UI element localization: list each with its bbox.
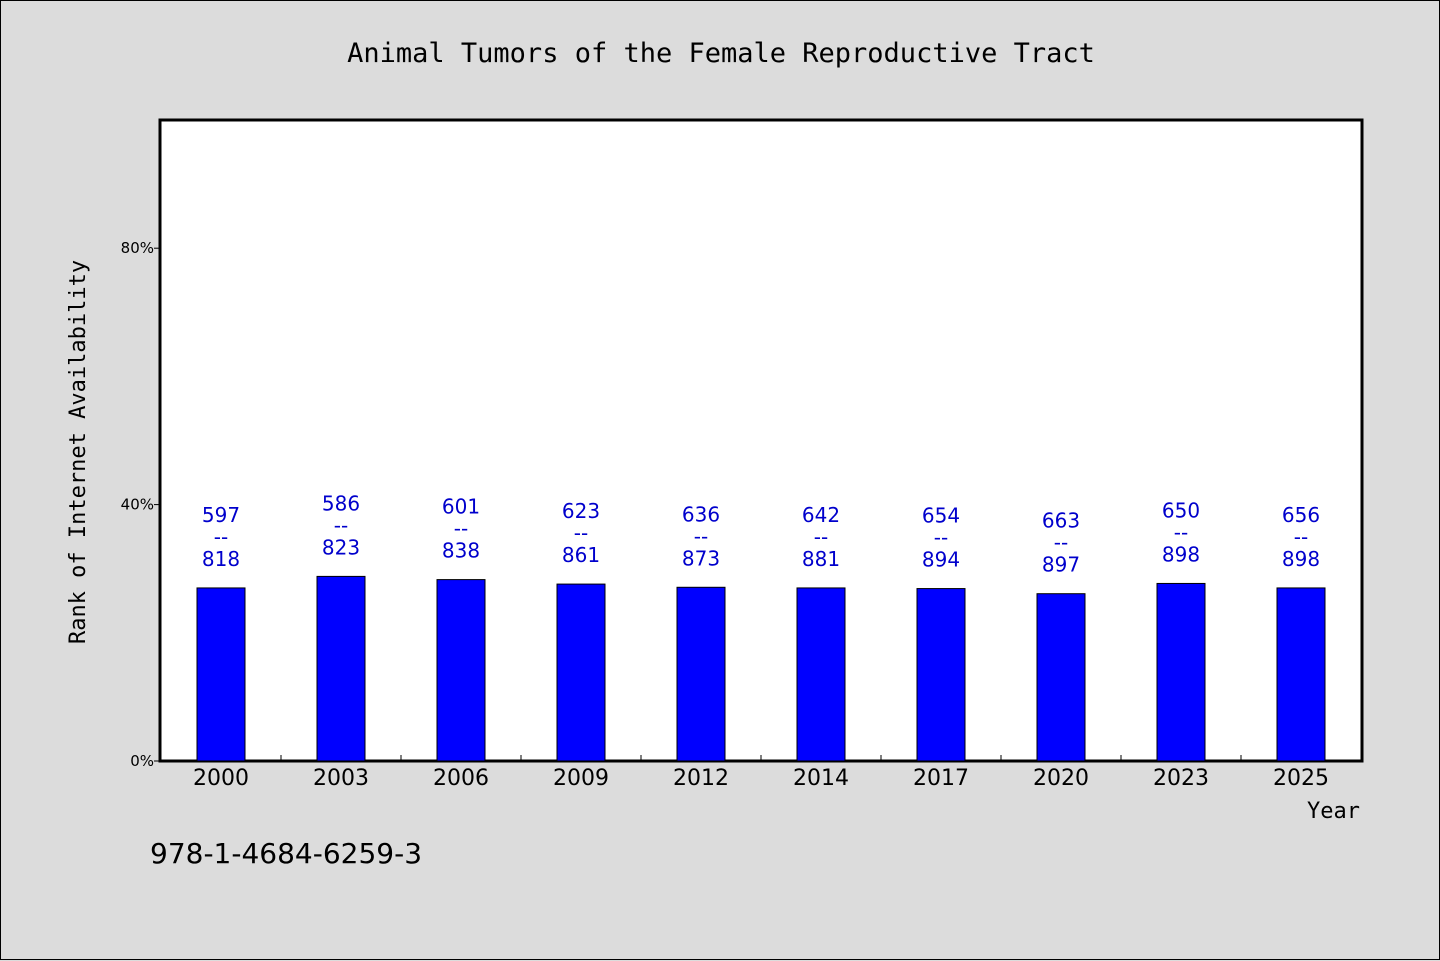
footnote: 978-1-4684-6259-3 — [150, 837, 422, 870]
data-label-2023-top: 650 — [1162, 498, 1200, 522]
bar-2014 — [796, 587, 846, 762]
data-label-2017-bottom: 894 — [922, 548, 960, 572]
data-label-2025-bottom: 898 — [1282, 547, 1320, 571]
bar-2020 — [1036, 593, 1086, 762]
x-tick-label-2017: 2017 — [913, 766, 969, 791]
bar-2000 — [196, 587, 246, 762]
x-tick-label-2000: 2000 — [193, 766, 249, 791]
data-label-2020-top: 663 — [1042, 509, 1080, 533]
data-label-2020-mid: -- — [1054, 531, 1068, 555]
bar-2009 — [556, 583, 606, 762]
x-tick-label-2020: 2020 — [1033, 766, 1089, 791]
bar-2017 — [916, 588, 966, 762]
data-labels: 818--597823--586838--601861--623873--636… — [202, 491, 1320, 576]
data-label-2000-top: 597 — [202, 503, 240, 527]
x-tick-label-2023: 2023 — [1153, 766, 1209, 791]
x-tick-label-2012: 2012 — [673, 766, 729, 791]
data-label-2012-top: 636 — [682, 502, 720, 526]
data-label-2009-bottom: 861 — [562, 543, 600, 567]
x-axis-ticks: 2000 2003 2006 2009 2012 2014 2017 2020 2023 2025 — [193, 755, 1329, 791]
data-label-2009-mid: -- — [574, 521, 588, 545]
data-label-2006-bottom: 838 — [442, 539, 480, 563]
x-tick-label-2025: 2025 — [1273, 766, 1329, 791]
data-label-2017-top: 654 — [922, 504, 960, 528]
x-tick-label-2003: 2003 — [313, 766, 369, 791]
bars-group — [196, 575, 1326, 762]
bar-2003 — [316, 575, 366, 762]
data-label-2025-mid: -- — [1294, 525, 1308, 549]
data-label-2012-bottom: 873 — [682, 546, 720, 570]
data-label-2000-mid: -- — [214, 525, 228, 549]
x-tick-label-2009: 2009 — [553, 766, 609, 791]
data-label-2014-bottom: 881 — [802, 547, 840, 571]
x-tick-label-2014: 2014 — [793, 766, 849, 791]
bar-2012 — [676, 586, 726, 762]
data-label-2014-mid: -- — [814, 525, 828, 549]
bar-2023 — [1156, 582, 1206, 762]
y-tick-label-80: 80% — [121, 239, 154, 257]
x-tick-label-2006: 2006 — [433, 766, 489, 791]
chart-title: Animal Tumors of the Female Reproductive… — [347, 38, 1095, 69]
data-label-2003-bottom: 823 — [322, 535, 360, 559]
data-label-2003-top: 586 — [322, 491, 360, 515]
data-label-2006-top: 601 — [442, 495, 480, 519]
data-label-2017-mid: -- — [934, 526, 948, 550]
y-axis-label: Rank of Internet Availability — [66, 260, 91, 644]
data-label-2003-mid: -- — [334, 513, 348, 537]
bar-2025 — [1276, 587, 1326, 762]
data-label-2023-bottom: 898 — [1162, 542, 1200, 566]
data-label-2025-top: 656 — [1282, 503, 1320, 527]
y-tick-label-40: 40% — [121, 496, 154, 514]
x-axis-label: Year — [1307, 799, 1360, 824]
data-label-2012-mid: -- — [694, 524, 708, 548]
y-axis-ticks: 0% 40% 80% — [121, 239, 160, 770]
data-label-2014-top: 642 — [802, 503, 840, 527]
data-label-2006-mid: -- — [454, 517, 468, 541]
data-label-2023-mid: -- — [1174, 520, 1188, 544]
data-label-2000-bottom: 818 — [202, 547, 240, 571]
data-label-2009-top: 623 — [562, 499, 600, 523]
data-label-2020-bottom: 897 — [1042, 553, 1080, 577]
y-tick-label-0: 0% — [130, 752, 154, 770]
bar-2006 — [436, 579, 486, 762]
